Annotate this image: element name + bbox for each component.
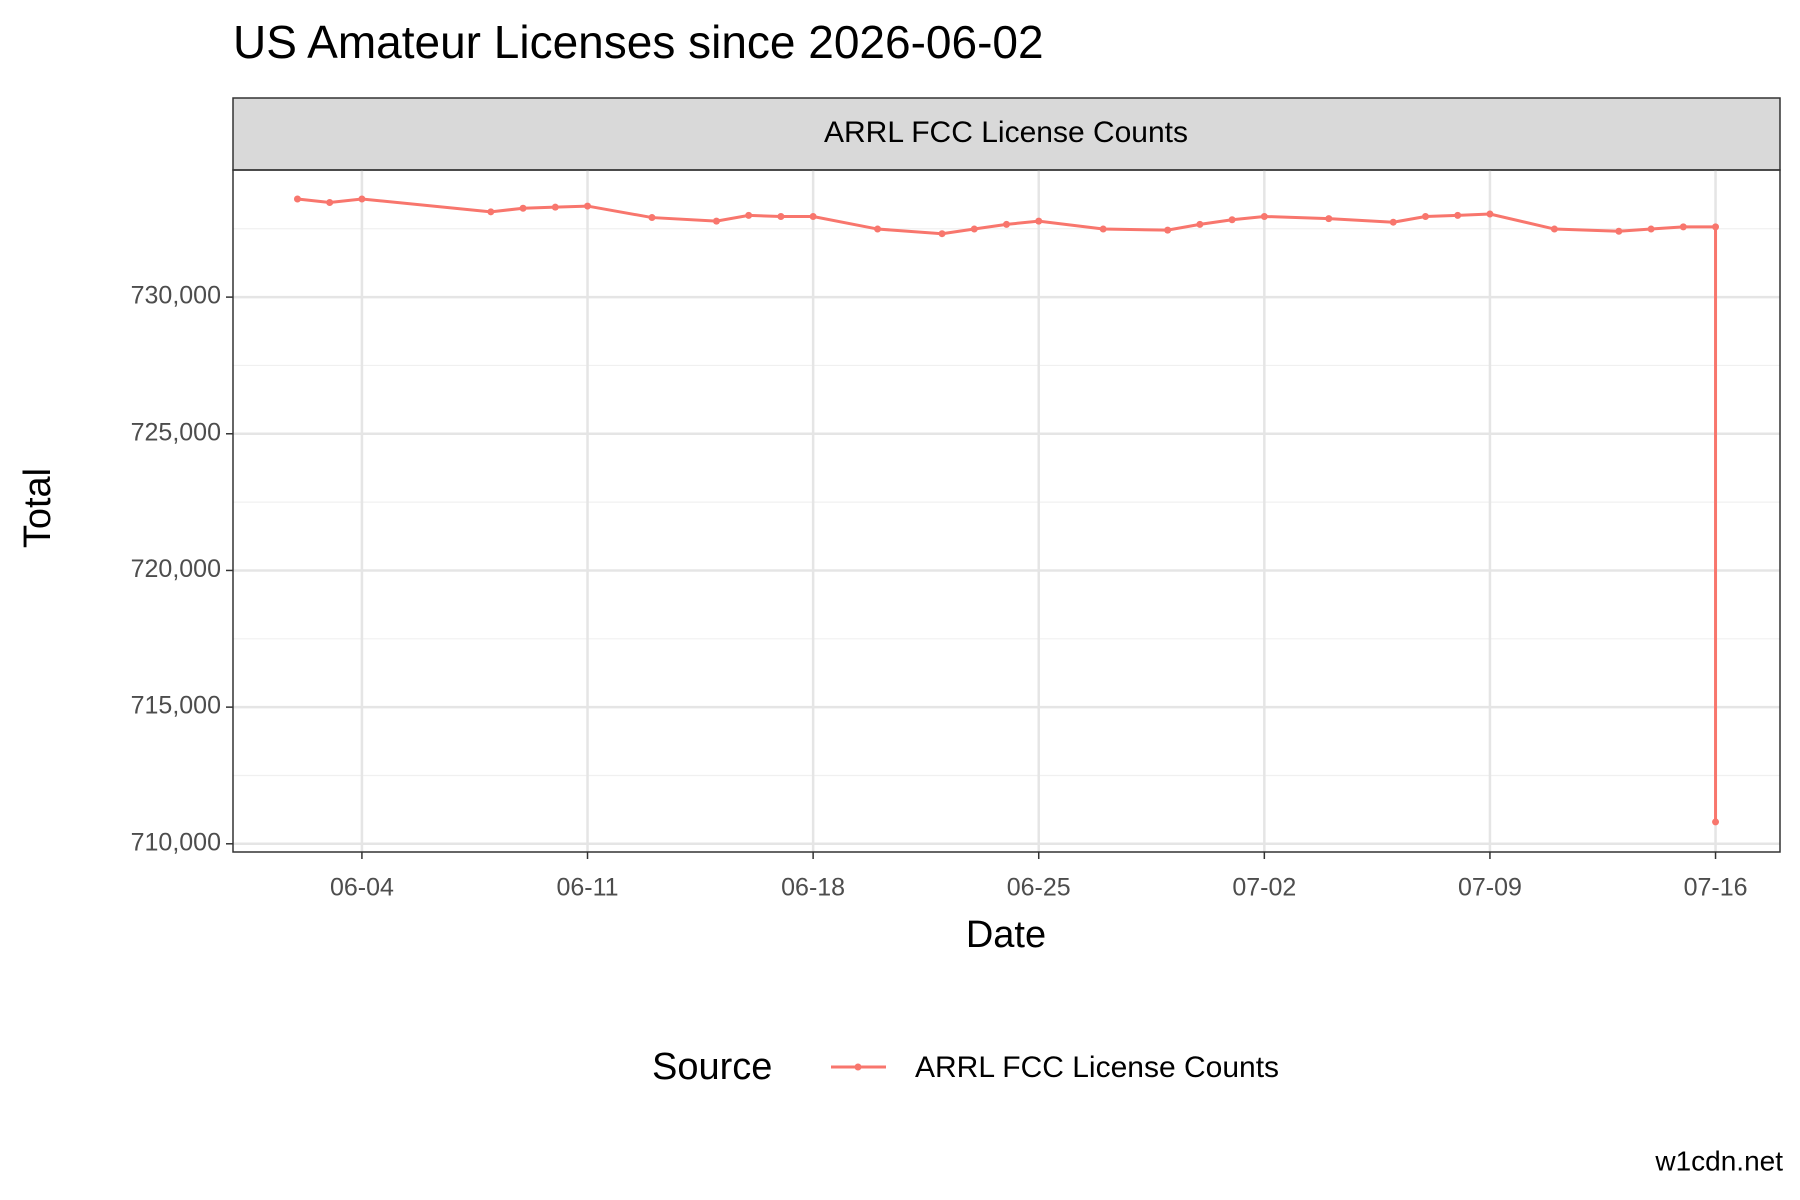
y-tick-label: 710,000 <box>131 828 221 856</box>
y-tick-label: 730,000 <box>131 282 221 310</box>
x-tick-label: 06-18 <box>781 874 845 902</box>
data-point <box>1003 220 1010 228</box>
data-point <box>938 230 946 238</box>
plot-border <box>232 169 1781 853</box>
x-tick-label: 07-16 <box>1684 874 1748 902</box>
data-point <box>1260 212 1268 220</box>
data-point <box>1486 210 1494 218</box>
data-point <box>874 225 882 233</box>
data-point <box>293 195 301 203</box>
x-tick-label: 07-09 <box>1458 874 1522 902</box>
data-point <box>1647 225 1655 233</box>
data-point <box>1035 217 1043 225</box>
facet-label: ARRL FCC License Counts <box>824 116 1188 149</box>
data-point <box>1196 220 1204 228</box>
data-point <box>1164 226 1172 234</box>
data-point <box>1228 216 1236 224</box>
chart-title: US Amateur Licenses since 2026-06-02 <box>233 16 1044 68</box>
caption: w1cdn.net <box>1654 1145 1783 1176</box>
legend-label: ARRL FCC License Counts <box>915 1051 1279 1084</box>
legend-title: Source <box>652 1046 772 1088</box>
data-point <box>1421 212 1429 220</box>
data-point <box>1099 225 1107 233</box>
data-point <box>777 212 785 220</box>
data-point <box>1712 223 1720 231</box>
data-point <box>519 204 527 212</box>
data-point <box>584 202 592 210</box>
data-point <box>1712 818 1720 826</box>
data-point <box>326 199 334 207</box>
x-tick-label: 07-02 <box>1232 874 1296 902</box>
data-point <box>1454 211 1462 219</box>
data-point <box>809 212 817 220</box>
x-tick-label: 06-04 <box>330 874 394 902</box>
data-point <box>1389 218 1397 226</box>
data-point <box>1550 225 1558 233</box>
data-point <box>1615 227 1623 235</box>
data-point <box>712 217 720 225</box>
y-tick-label: 725,000 <box>131 418 221 446</box>
data-point <box>1679 223 1687 231</box>
facet-strip <box>232 97 1781 171</box>
data-point <box>551 203 559 211</box>
y-tick-label: 715,000 <box>131 692 221 720</box>
data-point <box>358 195 366 203</box>
x-tick-label: 06-11 <box>556 874 618 902</box>
data-point <box>745 211 753 219</box>
legend-key-point <box>854 1063 862 1071</box>
data-point <box>648 214 656 222</box>
y-tick-label: 720,000 <box>131 555 221 583</box>
data-point <box>970 225 978 233</box>
data-point <box>487 208 495 216</box>
y-axis-title: Total <box>17 468 59 548</box>
x-axis-title: Date <box>966 914 1046 956</box>
x-tick-label: 06-25 <box>1007 874 1071 902</box>
data-point <box>1325 215 1333 223</box>
